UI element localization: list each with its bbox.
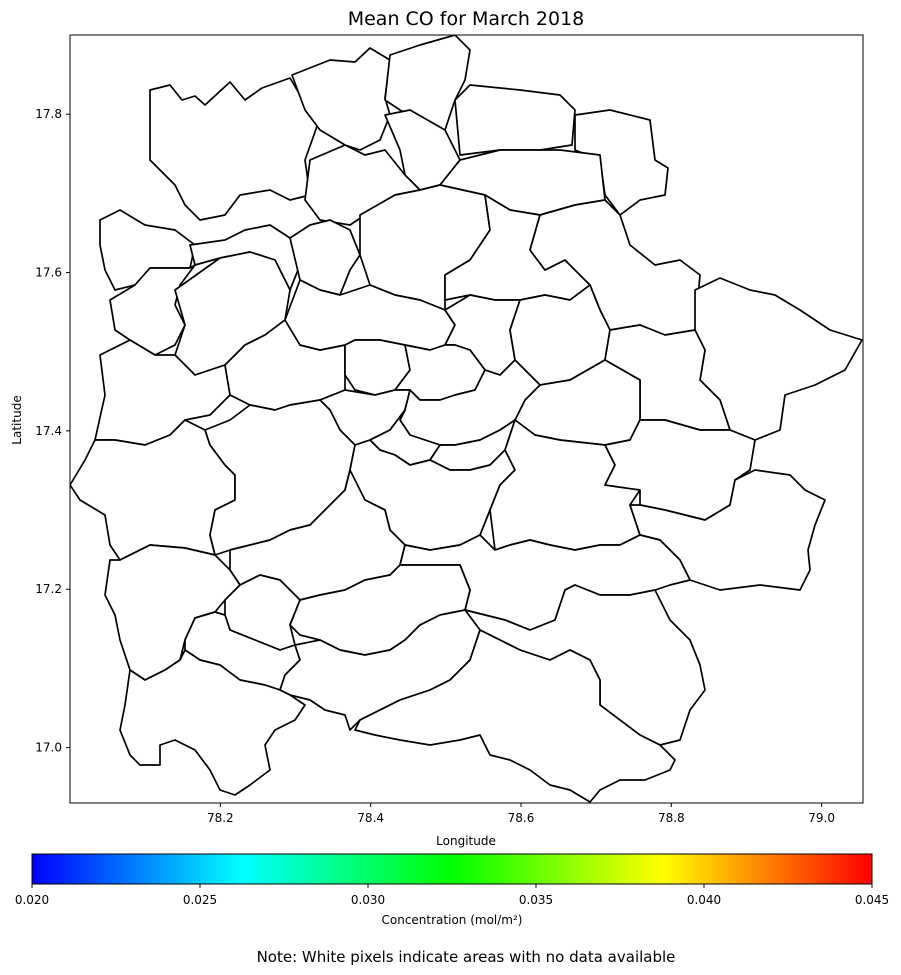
colorbar-tick-label: 0.035 [519, 893, 553, 907]
chart-title: Mean CO for March 2018 [348, 8, 585, 30]
district-boundaries [70, 35, 863, 803]
x-tick-label: 78.8 [658, 811, 685, 825]
y-tick-label: 17.8 [35, 107, 62, 121]
x-axis-title: Longitude [436, 834, 496, 848]
y-tick-label: 17.0 [35, 741, 62, 755]
x-axis-ticks: 78.2 78.4 78.6 78.8 79.0 [207, 803, 835, 825]
x-tick-label: 78.4 [357, 811, 384, 825]
x-tick-label: 78.2 [207, 811, 234, 825]
plot-frame [69, 34, 864, 804]
colorbar-tick-label: 0.020 [15, 893, 49, 907]
region-far-s-2 [354, 629, 676, 803]
x-tick-label: 78.6 [508, 811, 535, 825]
x-tick-label: 79.0 [808, 811, 835, 825]
no-data-note: Note: White pixels indicate areas with n… [257, 948, 676, 966]
colorbar-tick-label: 0.030 [351, 893, 385, 907]
colorbar-ticks: 0.020 0.025 0.030 0.035 0.040 0.045 [15, 884, 889, 907]
y-tick-label: 17.4 [35, 424, 62, 438]
colorbar-label: Concentration (mol/m²) [382, 913, 523, 927]
region-far-s-1 [119, 649, 306, 796]
colorbar [31, 853, 873, 885]
y-axis-title: Latitude [10, 395, 24, 444]
colorbar-tick-label: 0.045 [855, 893, 889, 907]
y-tick-label: 17.2 [35, 582, 62, 596]
colorbar-tick-label: 0.025 [183, 893, 217, 907]
y-axis-ticks: 17.0 17.2 17.4 17.6 17.8 [35, 107, 70, 755]
colorbar-tick-label: 0.040 [687, 893, 721, 907]
y-tick-label: 17.6 [35, 266, 62, 280]
region-nw-2 [189, 224, 301, 291]
region-north-4 [454, 84, 576, 156]
region-north-1 [149, 77, 321, 221]
